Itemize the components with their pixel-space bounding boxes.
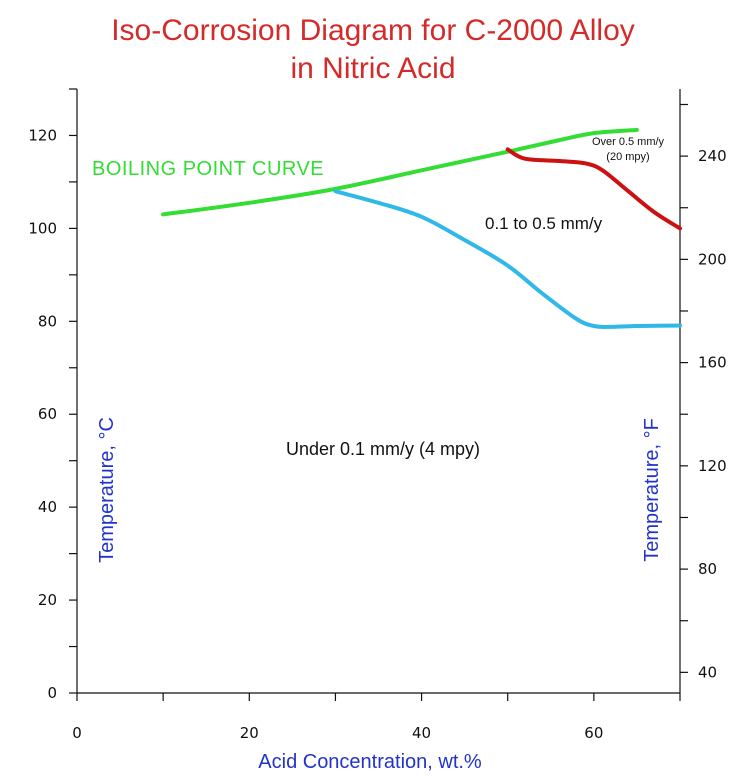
y-right-tick-label: 160	[698, 354, 727, 372]
y-right-tick-label: 40	[698, 663, 717, 681]
high-zone-label-line-2: (20 mpy)	[606, 151, 649, 163]
y-right-tick-label: 200	[698, 250, 727, 268]
high-corrosion-boundary-curve	[505, 147, 682, 231]
boiling-point-curve	[161, 127, 639, 217]
y-left-tick-label: 0	[47, 684, 57, 702]
x-tick-label: 20	[240, 724, 259, 742]
y-left-tick-label: 100	[28, 219, 57, 237]
y-left-tick-label: 20	[38, 591, 57, 609]
x-tick-label: 60	[584, 724, 603, 742]
y-axis-left-title: Temperature, °C	[96, 417, 118, 563]
mid-zone-label: 0.1 to 0.5 mm/y	[485, 214, 603, 233]
chart-title-line-1: Iso-Corrosion Diagram for C-2000 Alloy	[111, 14, 635, 47]
x-tick-label: 0	[72, 724, 82, 742]
y-right-tick-label: 80	[698, 560, 717, 578]
low-zone-label: Under 0.1 mm/y (4 mpy)	[286, 439, 480, 459]
x-axis-title: Acid Concentration, wt.%	[258, 751, 482, 773]
high-zone-label-line-1: Over 0.5 mm/y	[592, 136, 665, 148]
chart-title-line-2: in Nitric Acid	[290, 52, 455, 85]
y-left-tick-label: 80	[38, 312, 57, 330]
y-right-tick-label: 120	[698, 457, 727, 475]
y-left-tick-label: 120	[28, 126, 57, 144]
low-corrosion-boundary-curve	[333, 189, 682, 329]
boiling-point-curve-label: BOILING POINT CURVE	[92, 158, 324, 180]
y-right-tick-label: 240	[698, 147, 727, 165]
y-axis-right-title: Temperature, °F	[641, 418, 663, 562]
x-tick-label: 40	[412, 724, 431, 742]
y-left-tick-label: 60	[38, 405, 57, 423]
y-left-tick-label: 40	[38, 498, 57, 516]
